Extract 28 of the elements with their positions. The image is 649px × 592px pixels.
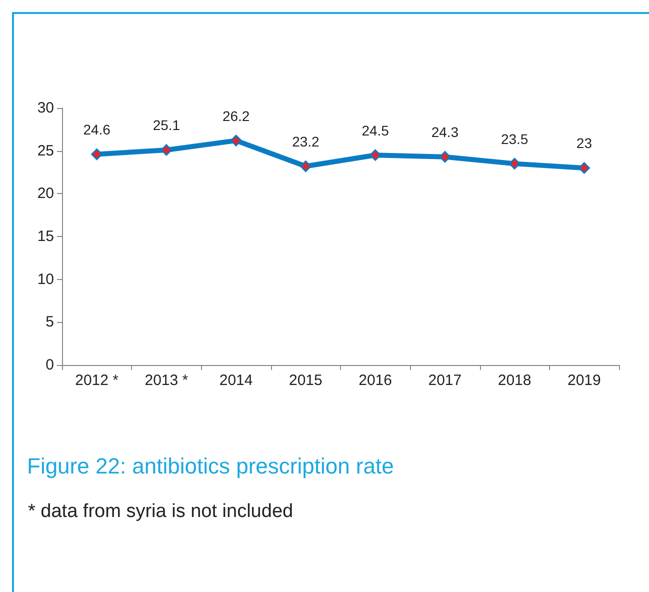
x-tick-label: 2015 — [289, 372, 322, 389]
x-tick-label: 2017 — [428, 372, 462, 389]
x-tick-label: 2012 * — [75, 372, 119, 389]
data-label: 24.6 — [83, 122, 111, 138]
y-tick-label: 15 — [37, 228, 54, 245]
y-tick-label: 10 — [37, 270, 54, 288]
y-tick-label: 30 — [37, 100, 54, 116]
x-tick-label: 2019 — [568, 372, 601, 389]
x-tick-label: 2016 — [358, 372, 392, 389]
y-tick-label: 20 — [37, 185, 54, 202]
data-label: 23 — [576, 135, 592, 152]
point — [230, 134, 242, 146]
y-tick-label: 5 — [46, 314, 54, 331]
point — [160, 144, 172, 156]
y-tick-label: 0 — [46, 356, 54, 374]
x-tick-label: 2014 — [219, 372, 253, 389]
point — [300, 160, 312, 172]
data-label: 24.3 — [431, 124, 459, 140]
data-label: 25.1 — [152, 117, 180, 134]
x-tick-label: 2013 * — [144, 372, 188, 389]
text: * data from syria is not included — [28, 501, 294, 522]
y-tick-label: 25 — [37, 142, 54, 160]
data-label: 24.5 — [362, 122, 390, 138]
data-label: 23.2 — [292, 134, 320, 150]
text: Figure 22: antibiotics prescription rate — [27, 454, 394, 478]
data-label: 23.5 — [500, 130, 528, 147]
data-label: 26.2 — [222, 108, 250, 124]
x-tick-label: 2018 — [498, 372, 532, 389]
